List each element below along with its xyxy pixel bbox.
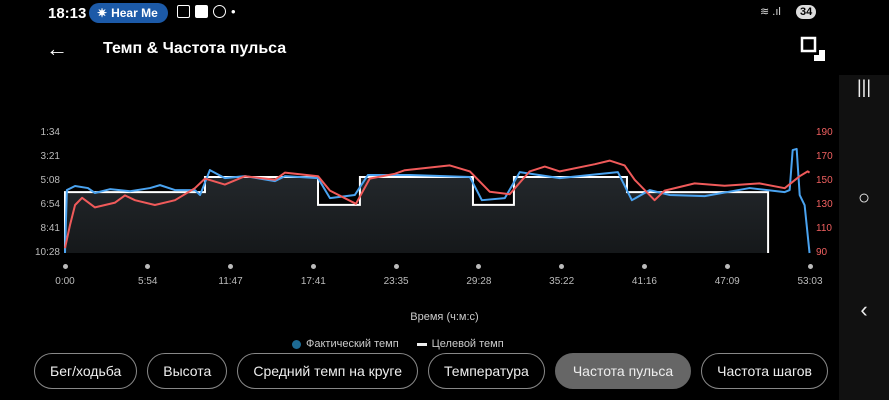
hear-me-pill[interactable]: ✷ Hear Me <box>89 3 168 23</box>
x-tick-label: 41:16 <box>631 276 657 287</box>
pace-heart-rate-chart <box>64 147 811 254</box>
x-tick-dot <box>310 264 316 269</box>
y-right-tick-label: 110 <box>816 223 832 234</box>
legend-actual-pace: Фактический темп <box>292 338 399 350</box>
x-tick-label: 29:28 <box>466 276 492 287</box>
target-pace-area <box>65 177 769 253</box>
x-tick-label: 47:09 <box>714 276 740 287</box>
activity-icon <box>213 5 226 18</box>
legend-target-pace: Целевой темп <box>416 338 504 350</box>
y-left-tick-label: 6:54 <box>40 199 60 210</box>
chart-legend: Фактический темп Целевой темп <box>292 338 504 350</box>
x-tick-dot <box>228 264 234 269</box>
legend-dot-icon <box>292 339 301 349</box>
chip-heart-rate[interactable]: Частота пульса <box>554 353 692 389</box>
back-nav-icon[interactable]: ‹ <box>860 297 868 322</box>
x-tick-label: 17:41 <box>300 276 326 287</box>
notification-icons: • <box>177 4 236 19</box>
y-right-tick-label: 150 <box>816 175 833 186</box>
battery-badge: 34 <box>796 5 817 19</box>
x-tick-dot <box>145 264 151 269</box>
chip-avg-lap-pace[interactable]: Средний темп на круге <box>237 353 419 389</box>
y-left-tick-label: 1:34 <box>40 127 60 138</box>
arrow-app-icon <box>195 5 208 18</box>
y-left-tick-label: 3:21 <box>40 151 60 162</box>
pill-label: Hear Me <box>111 6 158 20</box>
status-time: 18:13 <box>48 5 87 22</box>
chip-elevation[interactable]: Высота <box>147 353 228 389</box>
metric-chips: Бег/ходьба Высота Средний темп на круге … <box>34 353 839 389</box>
y-left-tick-label: 5:08 <box>40 175 60 186</box>
legend-line-icon <box>416 342 427 346</box>
x-tick-label: 23:35 <box>383 276 409 287</box>
expand-icon[interactable] <box>800 36 826 62</box>
heart-rate-line <box>64 159 811 249</box>
y-right-tick-label: 190 <box>816 127 833 138</box>
chip-run-walk[interactable]: Бег/ходьба <box>34 353 138 389</box>
chip-temperature[interactable]: Температура <box>428 353 545 389</box>
x-tick-label: 53:03 <box>797 276 823 287</box>
x-tick-label: 5:54 <box>138 276 158 287</box>
back-arrow-icon[interactable]: ← <box>46 36 68 61</box>
x-tick-dot <box>724 264 730 269</box>
x-tick-label: 35:22 <box>549 276 575 287</box>
x-tick-dot <box>807 264 813 269</box>
home-icon[interactable]: ○ <box>857 187 871 209</box>
x-tick-label: 11:47 <box>218 276 243 287</box>
y-right-tick-label: 170 <box>816 151 833 162</box>
legend-label: Фактический темп <box>306 338 399 350</box>
y-right-tick-label: 130 <box>816 199 833 210</box>
x-tick-label: 0:00 <box>55 276 75 287</box>
recents-icon[interactable]: ||| <box>856 77 872 97</box>
sparkle-icon: ✷ <box>97 6 108 20</box>
x-tick-dot <box>62 264 68 269</box>
page-title: Темп & Частота пульса <box>103 40 287 57</box>
x-tick-dot <box>559 264 565 269</box>
dot-icon: • <box>231 4 236 19</box>
actual-pace-line <box>64 147 811 254</box>
y-left-tick-label: 8:41 <box>40 223 60 234</box>
x-axis-title: Время (ч:м:с) <box>410 311 479 323</box>
x-tick-dot <box>476 264 482 269</box>
y-left-tick-label: 10:28 <box>34 247 60 258</box>
navigation-bar: ||| ○ ‹ <box>839 75 889 400</box>
wifi-signal-icon: ≋ .ıl <box>760 6 781 18</box>
chip-cadence[interactable]: Частота шагов <box>701 353 828 389</box>
x-tick-dot <box>393 264 399 269</box>
screenshot-icon <box>177 5 190 18</box>
y-right-tick-label: 90 <box>816 247 828 258</box>
x-tick-dot <box>641 264 647 269</box>
legend-label: Целевой темп <box>431 338 504 350</box>
